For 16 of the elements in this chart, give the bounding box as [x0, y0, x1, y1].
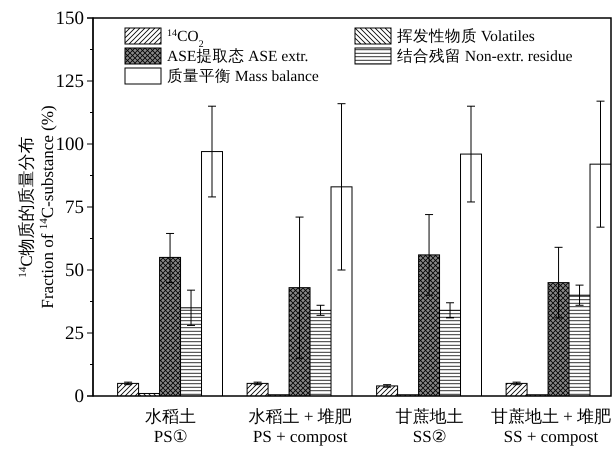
- x-tick-label: 甘蔗地土 SS②: [396, 407, 464, 446]
- y-tick-label: 75: [65, 197, 84, 218]
- legend-label: 挥发性物质 Volatiles: [397, 27, 535, 45]
- legend-label: 结合残留 Non-extr. residue: [397, 47, 573, 65]
- y-tick-label: 100: [56, 134, 84, 156]
- x-tick-label: 水稻土 + 堆肥 PS + compost: [248, 407, 352, 446]
- legend-label: 质量平衡 Mass balance: [167, 67, 319, 85]
- x-tick-label: 水稻土 PS①: [145, 407, 196, 446]
- legend-label: ASE提取态 ASE extr.: [167, 47, 308, 65]
- x-tick-label: 甘蔗地土 + 堆肥 SS + compost: [490, 407, 611, 446]
- y-tick-label: 50: [65, 260, 84, 282]
- legend-label: $^{14}$CO$_{2}$: [167, 28, 204, 50]
- y-tick-label: 150: [56, 8, 84, 30]
- y-tick-label: 25: [65, 323, 84, 344]
- y-tick-label: 125: [56, 71, 84, 92]
- y-tick-label: 0: [74, 386, 84, 408]
